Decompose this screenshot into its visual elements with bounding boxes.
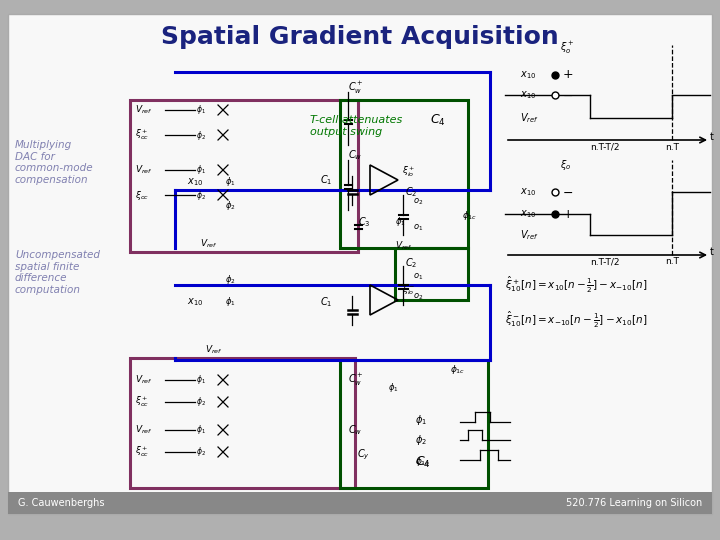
- Text: $-$: $-$: [562, 89, 573, 102]
- Text: $\phi_1$: $\phi_1$: [196, 104, 206, 117]
- Bar: [130, 358, 355, 488]
- Bar: [395, 248, 468, 300]
- Text: Uncompensated
spatial finite
difference
computation: Uncompensated spatial finite difference …: [15, 250, 100, 295]
- Text: $+$: $+$: [562, 207, 573, 220]
- Text: $x_{10}$: $x_{10}$: [187, 296, 203, 308]
- Bar: [340, 100, 468, 248]
- Text: $\phi_2$: $\phi_2$: [196, 188, 206, 201]
- Text: T-cell attenuates
output swing: T-cell attenuates output swing: [310, 115, 402, 137]
- Text: $\phi_1$: $\phi_1$: [196, 423, 206, 436]
- Text: $V_{ref}$: $V_{ref}$: [200, 238, 217, 250]
- Text: $V_{ref}$: $V_{ref}$: [135, 164, 153, 176]
- Text: $\phi_1$: $\phi_1$: [415, 413, 427, 427]
- Text: n.T-T/2: n.T-T/2: [590, 143, 619, 152]
- Text: $\phi_2$: $\phi_2$: [196, 129, 206, 141]
- Text: $x_{10}$: $x_{10}$: [520, 89, 536, 101]
- Text: $\phi_1$: $\phi_1$: [225, 176, 235, 188]
- Text: $\phi_2$: $\phi_2$: [225, 199, 235, 212]
- Text: $\phi_2$: $\phi_2$: [196, 446, 206, 458]
- Text: $o_1$: $o_1$: [413, 222, 423, 233]
- Text: $o_2$: $o_2$: [413, 197, 423, 207]
- Text: $C_1$: $C_1$: [320, 173, 333, 187]
- Text: $\xi^+_o$: $\xi^+_o$: [560, 40, 575, 56]
- Text: $C_w$: $C_w$: [348, 423, 362, 437]
- Text: $V_{ref}$: $V_{ref}$: [135, 424, 153, 436]
- Text: G. Cauwenberghs: G. Cauwenberghs: [18, 498, 104, 508]
- Text: $\xi_o$: $\xi_o$: [560, 158, 571, 172]
- Text: n.T-T/2: n.T-T/2: [590, 258, 619, 267]
- Text: $x_{10}$: $x_{10}$: [520, 208, 536, 220]
- Text: n.T: n.T: [665, 143, 679, 152]
- Text: $V_{ref}$: $V_{ref}$: [520, 228, 539, 242]
- Text: $+$: $+$: [562, 69, 573, 82]
- Text: $\phi_{1c}$: $\phi_{1c}$: [450, 363, 465, 376]
- Text: $\phi_1$: $\phi_1$: [196, 164, 206, 177]
- Text: $\phi_2$: $\phi_2$: [415, 433, 427, 447]
- Text: $x_{10}$: $x_{10}$: [520, 186, 536, 198]
- Text: $\xi^+_{io}$: $\xi^+_{io}$: [402, 165, 415, 179]
- Text: $C_w$: $C_w$: [348, 148, 362, 162]
- Bar: [130, 100, 358, 252]
- Text: $C^+_w$: $C^+_w$: [348, 80, 364, 96]
- Text: $\xi^+_{oc}$: $\xi^+_{oc}$: [135, 445, 149, 459]
- Text: $x_{10}$: $x_{10}$: [187, 176, 203, 188]
- Text: $o_1$: $o_1$: [413, 272, 423, 282]
- Text: $\phi_2$: $\phi_2$: [196, 395, 206, 408]
- Text: $C^+_w$: $C^+_w$: [348, 372, 364, 388]
- Text: $\xi^+_{oc}$: $\xi^+_{oc}$: [135, 395, 149, 409]
- Text: $x_{10}$: $x_{10}$: [520, 69, 536, 81]
- Text: $\hat{\xi}^+_{10}[n] = x_{10}[n-\frac{1}{2}] - x_{-10}[n]$: $\hat{\xi}^+_{10}[n] = x_{10}[n-\frac{1}…: [505, 275, 647, 295]
- Text: n.T: n.T: [665, 258, 679, 267]
- Text: $\phi_{1e}$: $\phi_{1e}$: [415, 456, 431, 469]
- Text: $C_2$: $C_2$: [405, 185, 418, 199]
- Bar: [8, 492, 712, 514]
- Text: $C_y$: $C_y$: [357, 448, 370, 462]
- Text: $V_{ref}$: $V_{ref}$: [135, 104, 153, 116]
- Text: $\phi_1$: $\phi_1$: [388, 381, 399, 395]
- Text: $V_{ref}$: $V_{ref}$: [135, 374, 153, 386]
- Text: $\phi_1$: $\phi_1$: [225, 295, 235, 308]
- Text: t: t: [710, 132, 714, 142]
- Text: Multiplying
DAC for
common-mode
compensation: Multiplying DAC for common-mode compensa…: [15, 140, 94, 185]
- Text: $V_{ref}$: $V_{ref}$: [205, 344, 222, 356]
- Text: $\xi^+_{oc}$: $\xi^+_{oc}$: [135, 128, 149, 142]
- Text: $C_3$: $C_3$: [358, 215, 371, 229]
- Bar: [340, 360, 488, 488]
- Text: $\hat{\xi}^-_{10}[n] = x_{-10}[n-\frac{1}{2}] - x_{10}[n]$: $\hat{\xi}^-_{10}[n] = x_{-10}[n-\frac{1…: [505, 310, 647, 330]
- Text: $\xi_{oc}$: $\xi_{oc}$: [135, 188, 149, 201]
- Text: $V_{ref}$: $V_{ref}$: [520, 111, 539, 125]
- Text: $\xi^-_{io}$: $\xi^-_{io}$: [402, 284, 415, 297]
- Text: t: t: [710, 247, 714, 257]
- Text: $\phi_{1c}$: $\phi_{1c}$: [462, 208, 477, 221]
- Text: $\phi_2$: $\phi_2$: [225, 273, 235, 287]
- Text: $\phi_1$: $\phi_1$: [196, 374, 206, 387]
- Text: $-$: $-$: [562, 186, 573, 199]
- Text: $C_1$: $C_1$: [320, 295, 333, 309]
- Text: 520.776 Learning on Silicon: 520.776 Learning on Silicon: [566, 498, 702, 508]
- Text: $C_2$: $C_2$: [405, 256, 418, 270]
- Text: $C_4$: $C_4$: [415, 455, 431, 470]
- Text: Spatial Gradient Acquisition: Spatial Gradient Acquisition: [161, 25, 559, 49]
- Text: $V_{ref}$: $V_{ref}$: [395, 240, 413, 252]
- Text: $\phi_1$: $\phi_1$: [395, 215, 405, 228]
- Text: $o_2$: $o_2$: [413, 292, 423, 302]
- Text: $C_4$: $C_4$: [430, 112, 446, 127]
